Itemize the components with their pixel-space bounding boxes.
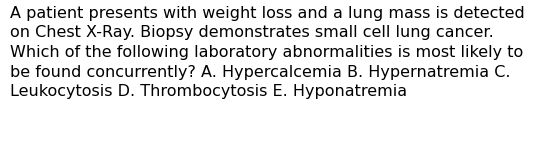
- Text: A patient presents with weight loss and a lung mass is detected
on Chest X-Ray. : A patient presents with weight loss and …: [10, 6, 525, 99]
